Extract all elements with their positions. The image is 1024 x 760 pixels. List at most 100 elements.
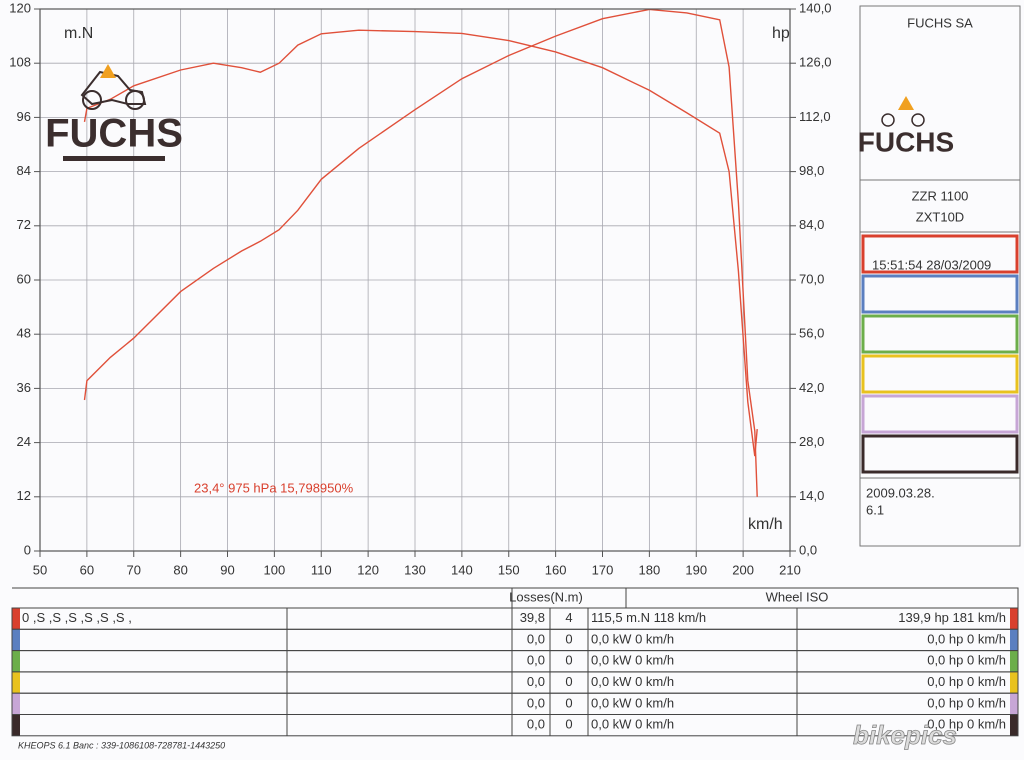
panel-frame (859, 5, 1021, 547)
y2-tick-label: 56,0 (799, 326, 824, 341)
table-cell: 0,0 hp 0 km/h (927, 653, 1006, 668)
x-tick-label: 140 (451, 562, 473, 577)
run-label: 15:51:54 28/03/2009 (872, 257, 991, 272)
row-swatch (12, 693, 20, 715)
y-tick-label: 96 (17, 109, 31, 124)
x-tick-label: 150 (498, 562, 520, 577)
table-cell: 0 (565, 695, 572, 710)
code: ZXT10D (916, 209, 964, 224)
table-cell: 0 (565, 631, 572, 646)
header-label: Losses(N.m) (509, 589, 583, 604)
results-table: Losses(N.m) Wheel ISO 0 ,S ,S ,S ,S ,S ,S … (11, 587, 1019, 737)
y-tick-label: 24 (17, 434, 31, 449)
table-cell: 139,9 hp 181 km/h (898, 610, 1006, 625)
y2-tick-label: 14,0 (799, 488, 824, 503)
watermark: bikepics (853, 720, 957, 750)
footer: KHEOPS 6.1 Banc : 339-1086108-728781-144… (18, 740, 225, 750)
row-swatch (1010, 650, 1018, 672)
y2-tick-label: 0,0 (799, 542, 817, 557)
y-tick-label: 48 (17, 326, 31, 341)
table-cell: 0 (565, 674, 572, 689)
run-list: 15:51:54 28/03/2009 (861, 234, 1019, 474)
table-cell: 0,0 hp 0 km/h (927, 717, 1006, 732)
run-box (861, 354, 1019, 394)
company: FUCHS SA (907, 15, 973, 30)
x-tick-label: 130 (404, 562, 426, 577)
y2-tick-label: 70,0 (799, 271, 824, 286)
x-tick-label: 50 (33, 562, 47, 577)
y-axis-label: m.N (64, 25, 93, 42)
y2-tick-label: 84,0 (799, 217, 824, 232)
table-cell: 0,0 kW 0 km/h (591, 717, 674, 732)
table-cell: 0,0 kW 0 km/h (591, 631, 674, 646)
run-box (861, 314, 1019, 354)
x-axis-label: km/h (748, 516, 783, 533)
table-cell: 4 (565, 610, 572, 625)
x-tick-label: 100 (264, 562, 286, 577)
table-row (11, 714, 1019, 737)
series-line (83, 29, 758, 457)
x-tick-label: 210 (779, 562, 801, 577)
x-tick-label: 110 (311, 562, 332, 577)
x-tick-label: 190 (685, 562, 707, 577)
table-cell: 0,0 hp 0 km/h (927, 695, 1006, 710)
x-tick-label: 120 (357, 562, 379, 577)
row-swatch (12, 650, 20, 672)
date: 2009.03.28. (866, 485, 935, 500)
y2-tick-label: 28,0 (799, 434, 824, 449)
x-tick-label: 70 (127, 562, 141, 577)
y2-tick-label: 140,0 (799, 0, 832, 15)
row-swatch (12, 671, 20, 694)
row-swatch (1010, 693, 1018, 715)
x-tick-label: 200 (732, 562, 754, 577)
table-cell: 115,5 m.N 118 km/h (591, 610, 706, 625)
y2-tick-label: 126,0 (799, 55, 832, 70)
x-tick-label: 170 (592, 562, 614, 577)
logo-text: FUCHS (45, 112, 183, 156)
y-tick-label: 72 (17, 217, 31, 232)
row-swatch (12, 608, 20, 630)
x-tick-label: 90 (220, 562, 234, 577)
x-tick-label: 160 (545, 562, 567, 577)
table-cell: 0,0 kW 0 km/h (591, 695, 674, 710)
y2-tick-label: 42,0 (799, 380, 824, 395)
x-tick-label: 80 (173, 562, 187, 577)
row-label: 0 ,S ,S ,S ,S ,S ,S , (22, 610, 132, 625)
y-tick-label: 120 (9, 0, 31, 15)
y-tick-label: 12 (17, 488, 31, 503)
x-tick-label: 180 (639, 562, 661, 577)
table-cell: 0,0 (527, 653, 545, 668)
row-swatch (12, 714, 20, 736)
y-tick-label: 0 (24, 542, 31, 557)
y2-axis-label: hp (772, 25, 790, 42)
table-cell: 0,0 (527, 674, 545, 689)
version: 6.1 (866, 502, 884, 517)
row-swatch (1010, 671, 1018, 694)
run-box (861, 394, 1019, 434)
annotation: 23,4° 975 hPa 15,798950% (194, 480, 354, 495)
panel-logo: FUCHS (858, 126, 954, 157)
y-tick-label: 36 (17, 380, 31, 395)
row-swatch (1010, 629, 1018, 651)
side-panel: FUCHS SA FUCHS ZZR 1100 ZXT10D 2009.03.2… (858, 5, 1021, 547)
y2-tick-label: 112,0 (799, 109, 831, 124)
table-cell: 0,0 hp 0 km/h (927, 631, 1006, 646)
plot-logo: FUCHS (45, 64, 183, 161)
header-label: Wheel ISO (766, 589, 829, 604)
y-tick-label: 84 (17, 163, 31, 178)
x-tick-label: 60 (80, 562, 94, 577)
y2-tick-label: 98,0 (799, 163, 824, 178)
plot-frame (39, 8, 791, 552)
table-cell: 0 (565, 717, 572, 732)
y-tick-label: 60 (17, 271, 31, 286)
run-box (861, 274, 1019, 314)
table-cell: 0,0 kW 0 km/h (591, 653, 674, 668)
table-cell: 0 (565, 653, 572, 668)
y-tick-label: 108 (9, 55, 31, 70)
row-swatch (1010, 714, 1018, 736)
table-cell: 0,0 (527, 717, 545, 732)
model: ZZR 1100 (912, 188, 969, 203)
run-box (861, 434, 1019, 474)
